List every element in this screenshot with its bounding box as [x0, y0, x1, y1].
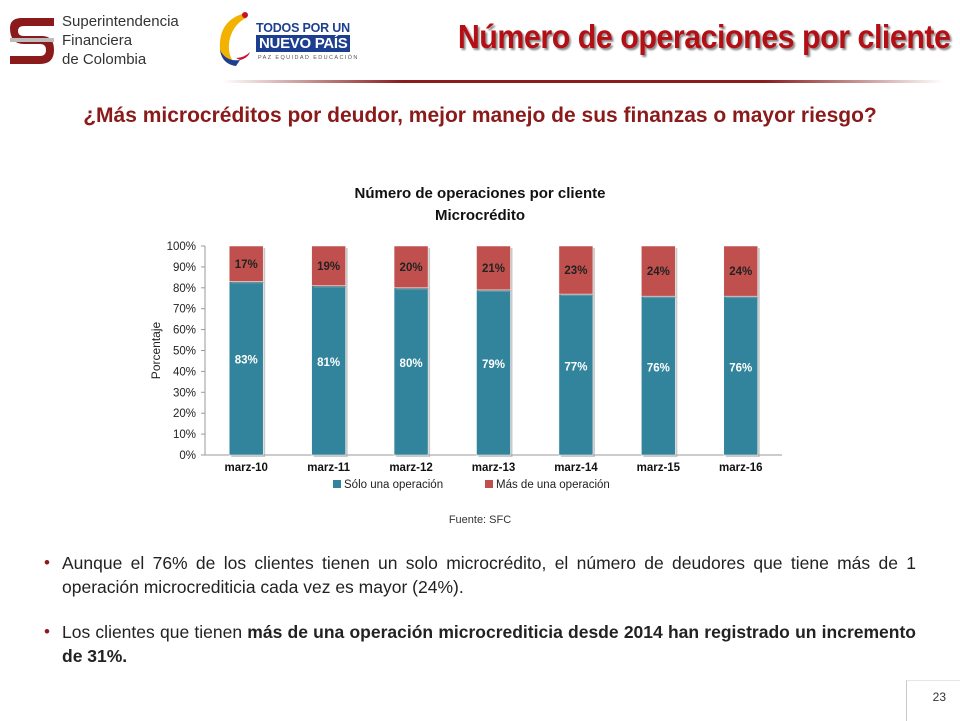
bullet-dot-icon: •: [44, 622, 50, 641]
data-label: 17%: [235, 259, 258, 271]
data-label: 81%: [317, 357, 340, 369]
data-label: 23%: [564, 265, 587, 277]
bar-segment-single: [641, 295, 676, 456]
chart-subtitle-line: Microcrédito: [434, 207, 525, 224]
sfc-logo: Superintendencia Financiera de Colombia: [6, 10, 181, 72]
bar-segment-multiple: [393, 245, 429, 289]
y-tick-label: 100%: [167, 241, 196, 253]
government-emblem-icon: [219, 12, 250, 66]
legend-swatch: [333, 480, 341, 488]
bar-segment-single: [393, 287, 429, 456]
slide-subtitle: ¿Más microcréditos por deudor, mejor man…: [83, 104, 877, 127]
data-label: 24%: [729, 266, 752, 278]
y-tick-label: 60%: [173, 325, 196, 337]
bar-segment-single: [228, 281, 264, 456]
page-number: 23: [932, 690, 946, 704]
legend-swatch: [485, 480, 493, 488]
bullet-item: • Los clientes que tienen más de una oper…: [44, 620, 916, 668]
data-label: 76%: [647, 363, 670, 375]
bar-segment-multiple: [723, 245, 759, 297]
x-tick-label: marz-12: [389, 462, 432, 474]
bar-segment-single: [558, 293, 594, 456]
data-label: 83%: [235, 355, 258, 367]
bullet-text: Los clientes que tienen: [62, 622, 248, 642]
y-axis-label: Porcentaje: [149, 321, 163, 379]
y-tick-label: 40%: [173, 366, 196, 378]
y-tick-label: 80%: [173, 283, 196, 295]
bar-segment-multiple: [641, 245, 676, 297]
data-label: 80%: [400, 358, 423, 370]
sfc-logo-line: Financiera: [62, 32, 133, 49]
bar-segment-single: [723, 295, 759, 456]
header-divider: [222, 80, 944, 83]
data-label: 20%: [400, 262, 423, 274]
y-tick-label: 70%: [173, 304, 196, 316]
government-logo-line: NUEVO PAÍS: [256, 35, 351, 52]
y-tick-label: 10%: [173, 429, 196, 441]
bar-segment-multiple: [558, 245, 594, 295]
bar-segment-single: [311, 285, 346, 456]
data-label: 77%: [564, 361, 587, 373]
data-label: 21%: [482, 263, 505, 275]
bar-segment-multiple: [476, 245, 511, 291]
page-number-box: [906, 680, 960, 721]
bar-segment-multiple: [311, 245, 346, 286]
page-title: Número de operaciones por cliente: [457, 18, 950, 55]
bullet-text-bold: más de una operación microcrediticia des…: [62, 622, 916, 666]
government-logo: TODOS POR UN NUEVO PAÍS PAZ EQUIDAD EDUC…: [212, 8, 357, 74]
bar-segment-single: [476, 289, 511, 456]
y-tick-label: 50%: [173, 346, 196, 358]
data-label: 24%: [647, 266, 670, 278]
legend-label: Más de una operación: [496, 479, 610, 491]
legend-label: Sólo una operación: [344, 479, 443, 491]
data-label: 76%: [729, 363, 752, 375]
sfc-logo-text: Superintendencia Financiera de Colombia: [62, 12, 179, 69]
x-tick-label: marz-13: [472, 462, 515, 474]
y-tick-label: 20%: [173, 408, 196, 420]
slide-header: Superintendencia Financiera de Colombia …: [0, 0, 960, 88]
data-label: 79%: [482, 359, 505, 371]
bullet-item: • Aunque el 76% de los clientes tienen un…: [44, 551, 916, 599]
x-tick-label: marz-14: [554, 462, 598, 474]
bullet-dot-icon: •: [44, 553, 50, 572]
sfc-logo-line: Superintendencia: [62, 13, 179, 30]
government-logo-line: PAZ EQUIDAD EDUCACIÓN: [258, 55, 359, 61]
chart-title: Número de operaciones por cliente Microc…: [230, 183, 730, 227]
source-note: Fuente: SFC: [448, 514, 512, 526]
chart-title-line: Número de operaciones por cliente: [354, 185, 606, 202]
y-tick-label: 90%: [173, 262, 196, 274]
sfc-logo-line: de Colombia: [62, 51, 147, 68]
bar-segment-multiple: [228, 245, 264, 282]
x-tick-label: marz-10: [224, 462, 267, 474]
government-logo-line: TODOS POR UN: [256, 21, 350, 35]
x-tick-label: marz-15: [637, 462, 681, 474]
bullet-text: Aunque el 76% de los clientes tienen un …: [62, 553, 916, 597]
x-tick-label: marz-11: [307, 462, 350, 474]
data-label: 19%: [317, 261, 340, 273]
sfc-emblem-icon: [10, 18, 54, 64]
y-tick-label: 0%: [179, 450, 196, 462]
x-tick-label: marz-16: [719, 462, 762, 474]
bullet-list: • Aunque el 76% de los clientes tienen un…: [44, 551, 916, 668]
y-tick-label: 30%: [173, 387, 196, 399]
